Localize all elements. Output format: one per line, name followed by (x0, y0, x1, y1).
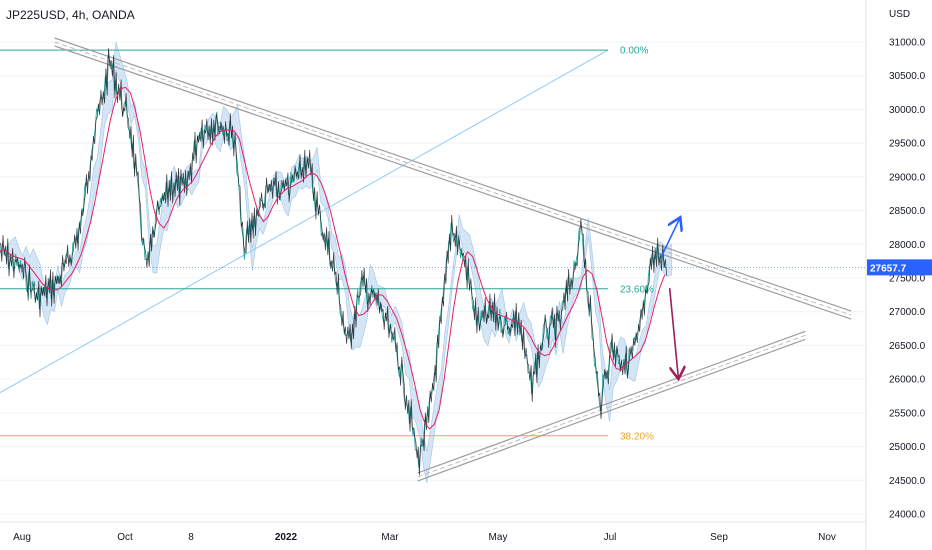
y-tick-label: 28500.0 (889, 206, 926, 217)
current-price-label: 27657.7 (870, 263, 907, 274)
y-tick-label: 30000.0 (889, 105, 926, 116)
y-tick-label: 27000.0 (889, 307, 926, 318)
fib-trend-line (0, 49, 609, 394)
lower-channel-center (417, 334, 806, 478)
y-tick-label: 25000.0 (889, 442, 926, 453)
fibonacci-levels: 0.00% 23.60% 38.20% (0, 46, 654, 442)
y-tick-label: 29000.0 (889, 172, 926, 183)
x-tick-label: Jul (604, 532, 617, 543)
y-tick-label: 24000.0 (889, 510, 926, 521)
x-tick-label: Aug (13, 532, 31, 543)
upper-channel-edge (54, 37, 852, 312)
fib-level-label: 0.00% (620, 46, 648, 57)
x-tick-label: Nov (818, 532, 836, 543)
y-tick-label: 28000.0 (889, 240, 926, 251)
price-line-down (0, 48, 668, 476)
x-tick-label: 8 (188, 532, 194, 543)
lower-channel-edge (417, 338, 806, 482)
y-tick-label: 29500.0 (889, 139, 926, 150)
y-tick-label: 26500.0 (889, 341, 926, 352)
lower-channel-edge (417, 330, 806, 474)
bullish-arrow (660, 217, 680, 259)
upper-channel-edge (54, 45, 852, 320)
y-tick-label: 24500.0 (889, 476, 926, 487)
currency-label: USD (889, 9, 910, 20)
x-tick-label: Mar (381, 532, 399, 543)
y-tick-label: 27500.0 (889, 274, 926, 285)
y-tick-label: 26000.0 (889, 375, 926, 386)
moving-average-line (0, 86, 666, 430)
x-tick-label: 2022 (275, 532, 298, 543)
bearish-arrow (668, 288, 679, 379)
upper-channel-center (54, 41, 852, 316)
x-tick-label: Sep (710, 532, 728, 543)
grid (0, 41, 866, 515)
fib-level-label: 23.60% (620, 284, 654, 295)
projection-arrows (660, 217, 680, 379)
channel-lines (54, 37, 852, 482)
x-tick-label: May (489, 532, 508, 543)
fib-level-label: 38.20% (620, 431, 654, 442)
y-tick-label: 25500.0 (889, 408, 926, 419)
current-price-tag (867, 259, 932, 276)
x-tick-label: Oct (117, 532, 133, 543)
price-series (0, 48, 668, 476)
y-tick-label: 31000.0 (889, 38, 926, 49)
y-tick-label: 30500.0 (889, 71, 926, 82)
chart-title: JP225USD, 4h, OANDA (6, 8, 135, 22)
